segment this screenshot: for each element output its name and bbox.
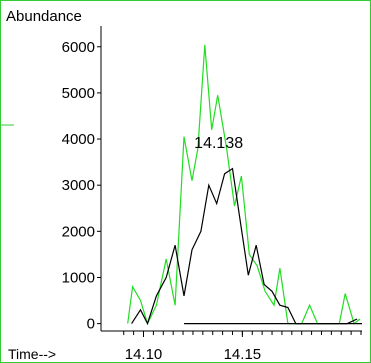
y-tick-label: 2000 bbox=[62, 223, 95, 240]
y-tick-label: 4000 bbox=[62, 131, 95, 148]
y-tick-label: 1000 bbox=[62, 269, 95, 286]
x-tick-label: 14.15 bbox=[224, 346, 262, 363]
y-axis-label: Abundance bbox=[6, 8, 82, 25]
y-tick-label: 3000 bbox=[62, 177, 95, 194]
series-line-black bbox=[131, 167, 358, 326]
y-tick-label: 6000 bbox=[62, 39, 95, 56]
peak-annotation: 14.138 bbox=[194, 135, 243, 152]
series-line-green bbox=[127, 44, 361, 326]
y-tick-label: 5000 bbox=[62, 85, 95, 102]
labels-group: 0 1000 2000 3000 4000 5000 6000 14.10 14.15 14.13… bbox=[62, 39, 262, 363]
y-tick-label: 0 bbox=[87, 316, 95, 333]
series-group bbox=[127, 44, 362, 326]
x-tick-label: 14.10 bbox=[125, 346, 163, 363]
axes-group bbox=[97, 26, 362, 337]
x-axis-label: Time--> bbox=[8, 346, 56, 362]
